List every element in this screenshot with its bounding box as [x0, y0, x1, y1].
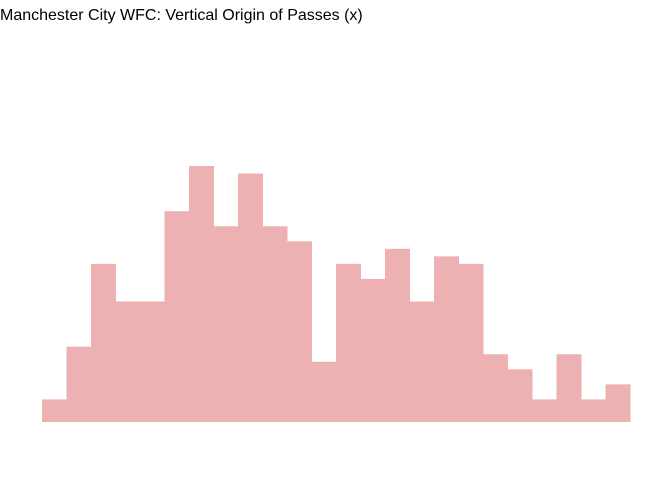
histogram-bar — [507, 369, 533, 422]
histogram-bar — [409, 301, 435, 422]
histogram-bar — [311, 361, 337, 422]
histogram-bar — [458, 263, 484, 422]
histogram-bar — [238, 173, 263, 422]
histogram-bar — [605, 384, 631, 422]
histogram-bar — [581, 399, 606, 422]
histogram-bar — [213, 226, 239, 422]
histogram-bar — [336, 263, 361, 422]
histogram-bar — [532, 399, 557, 422]
histogram-bars — [42, 166, 631, 422]
histogram-bar — [360, 278, 386, 422]
histogram-bar — [385, 248, 410, 422]
histogram-bar — [262, 226, 288, 422]
histogram-bar — [140, 301, 165, 422]
histogram-bar — [287, 241, 312, 422]
histogram-bar — [434, 256, 459, 422]
histogram-bar — [42, 399, 67, 422]
histogram-bar — [189, 166, 214, 422]
histogram-bar — [115, 301, 141, 422]
histogram-bar — [483, 354, 508, 422]
histogram-bar — [91, 263, 116, 422]
histogram-bar — [556, 354, 582, 422]
histogram-bar — [66, 346, 92, 422]
chart-title: Manchester City WFC: Vertical Origin of … — [0, 7, 363, 24]
histogram-bar — [164, 211, 190, 422]
